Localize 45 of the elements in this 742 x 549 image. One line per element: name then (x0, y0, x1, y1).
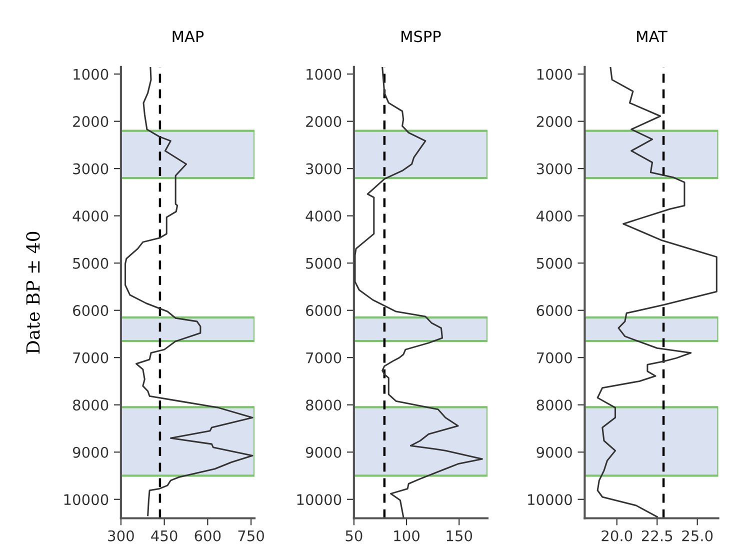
y-tick-label: 5000 (306, 258, 342, 269)
y-tick-label: 3000 (73, 163, 108, 174)
x-tick-label: 22.5 (642, 530, 672, 542)
y-tick-label: 3000 (306, 163, 342, 174)
x-tick-label: 20.0 (602, 530, 632, 542)
y-tick-label: 6000 (306, 305, 342, 316)
y-tick-label: 1000 (537, 68, 572, 80)
x-tick-label: 25.0 (682, 530, 713, 542)
y-tick-label: 8000 (536, 400, 572, 411)
y-tick-label: 7000 (536, 352, 572, 364)
chart-title: MAT (637, 30, 668, 42)
y-tick-label: 10000 (297, 494, 342, 506)
x-tick-label: 300 (108, 530, 134, 542)
y-tick-label: 9000 (72, 446, 108, 458)
y-tick-label: 10000 (64, 494, 108, 506)
x-tick-label: 150 (446, 530, 472, 542)
y-tick-label: 2000 (73, 116, 108, 128)
x-tick-label: 450 (151, 530, 178, 542)
y-tick-label: 2000 (536, 116, 572, 128)
y-tick-label: 3000 (536, 163, 572, 174)
y-tick-label: 4000 (536, 210, 572, 222)
x-tick-label: 50 (346, 530, 362, 542)
y-tick-label: 7000 (306, 352, 342, 364)
x-tick-label: 600 (194, 530, 221, 542)
y-tick-label: 8000 (73, 400, 108, 411)
y-tick-label: 10000 (528, 494, 572, 506)
y-tick-label: 5000 (73, 258, 108, 269)
x-tick-label: 100 (394, 530, 420, 542)
y-tick-label: 9000 (306, 446, 342, 458)
y-tick-label: 1000 (74, 68, 108, 80)
chart-title: MAP (172, 30, 204, 42)
y-tick-label: 7000 (73, 352, 108, 364)
y-tick-label: 8000 (306, 400, 342, 411)
y-tick-label: 1000 (306, 68, 342, 80)
x-tick-label: 750 (238, 530, 264, 542)
line-series (124, 66, 254, 516)
y-tick-label: 4000 (72, 210, 108, 222)
y-tick-label: 9000 (536, 446, 572, 458)
y-tick-label: 2000 (306, 116, 342, 128)
chart-title: MSPP (402, 30, 441, 42)
y-tick-label: 6000 (73, 305, 108, 316)
y-axis-title: Date BP ± 40 (26, 232, 40, 354)
y-tick-label: 4000 (306, 210, 342, 222)
y-tick-label: 6000 (536, 305, 572, 316)
y-tick-label: 5000 (536, 258, 572, 269)
